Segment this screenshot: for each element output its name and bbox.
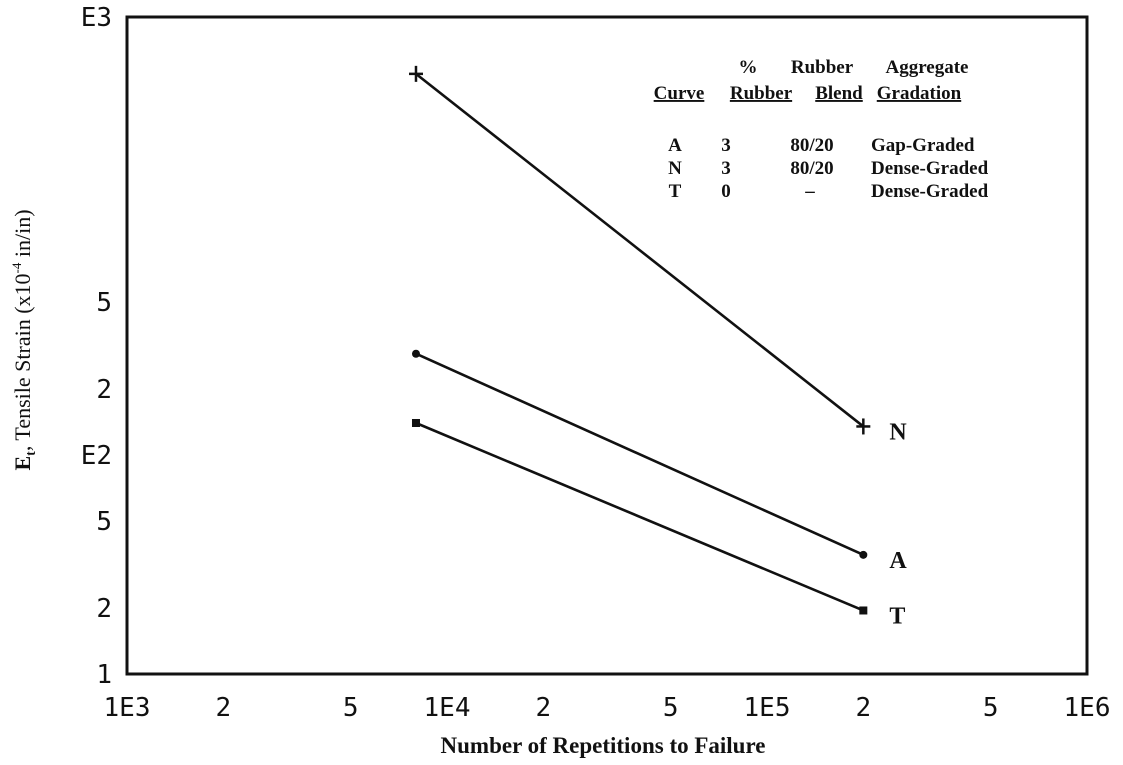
series-line-a <box>415 352 864 557</box>
series-end-labels: N A T <box>889 419 907 629</box>
series-line-t <box>415 421 864 612</box>
x-tick-label-3: 1E4 <box>424 693 471 723</box>
x-tick-label-1: 2 <box>216 693 232 723</box>
x-tick-labels: 1E3 2 5 1E4 2 5 1E5 2 5 1E6 <box>104 693 1111 723</box>
y-tick-label-0: 1 <box>96 660 112 690</box>
x-tick-label-2: 5 <box>343 693 359 723</box>
legend-row-1-curve: A <box>668 135 682 156</box>
legend-header-2-col-3: Gradation <box>877 83 962 104</box>
y-axis-title-unit: in/in) <box>10 209 35 262</box>
x-tick-label-5: 5 <box>663 693 679 723</box>
legend-table: % Rubber Aggregate Curve Rubber Blend Gr… <box>654 57 989 202</box>
legend-row-1-blend: 80/20 <box>790 135 833 156</box>
y-tick-label-2: 5 <box>96 507 112 537</box>
x-tick-label-7: 2 <box>856 693 872 723</box>
series-label-a: A <box>889 548 907 574</box>
x-tick-label-8: 5 <box>983 693 999 723</box>
legend-row-3-curve: T <box>669 181 682 202</box>
legend-row-2-rubber: 3 <box>721 158 731 179</box>
y-tick-label-6: E3 <box>81 3 112 33</box>
series-label-t: T <box>889 603 905 629</box>
x-tick-label-6: 1E5 <box>744 693 791 723</box>
series-marker-n-0 <box>408 65 423 82</box>
x-axis-title: Number of Repetitions to Failure <box>441 733 766 758</box>
y-axis-title-exponent: -4 <box>9 262 24 273</box>
legend-row-3-gradation: Dense-Graded <box>871 181 989 202</box>
y-axis-title-subscript: t <box>24 451 39 456</box>
series-marker-a-1 <box>859 550 868 559</box>
legend-row-3-rubber: 0 <box>721 181 731 202</box>
legend-header-2-col-0: Curve <box>654 83 705 104</box>
x-tick-label-9: 1E6 <box>1064 693 1111 723</box>
y-tick-label-1: 2 <box>96 594 112 624</box>
series-markers <box>408 65 871 615</box>
y-tick-labels: 1 2 5 E2 2 5 E3 <box>81 3 112 690</box>
series-marker-a-0 <box>411 349 420 358</box>
x-tick-label-4: 2 <box>536 693 552 723</box>
y-tick-label-4: 2 <box>96 375 112 405</box>
legend-header-2-col-2: Blend <box>815 83 863 104</box>
series-marker-t-1 <box>859 606 868 615</box>
legend-row-2-blend: 80/20 <box>790 158 833 179</box>
series-label-n: N <box>889 419 907 445</box>
legend-header-1-col-1: % <box>739 57 758 78</box>
x-tick-label-0: 1E3 <box>104 693 151 723</box>
plot-frame <box>125 15 1089 676</box>
legend-row-1-gradation: Gap-Graded <box>871 135 975 156</box>
series-marker-t-0 <box>411 418 420 427</box>
y-tick-label-3: E2 <box>81 441 112 471</box>
legend-row-2-gradation: Dense-Graded <box>871 158 989 179</box>
series-marker-n-1 <box>856 418 871 435</box>
y-axis-title-text: , Tensile Strain (x10 <box>10 273 35 451</box>
legend-row-1-rubber: 3 <box>721 135 731 156</box>
y-axis-title-symbol: E <box>10 456 35 471</box>
legend-row-2-curve: N <box>668 158 682 179</box>
legend-header-2-col-1: Rubber <box>730 83 793 104</box>
series-line-n <box>415 72 865 428</box>
legend-header-1-col-2: Rubber <box>791 57 854 78</box>
legend-header-1-col-3: Aggregate <box>885 57 968 78</box>
series-lines <box>415 72 865 612</box>
legend-row-3-blend: – <box>804 181 815 202</box>
y-axis-title: Et, Tensile Strain (x10-4 in/in) <box>9 209 39 470</box>
y-tick-label-5: 5 <box>96 288 112 318</box>
